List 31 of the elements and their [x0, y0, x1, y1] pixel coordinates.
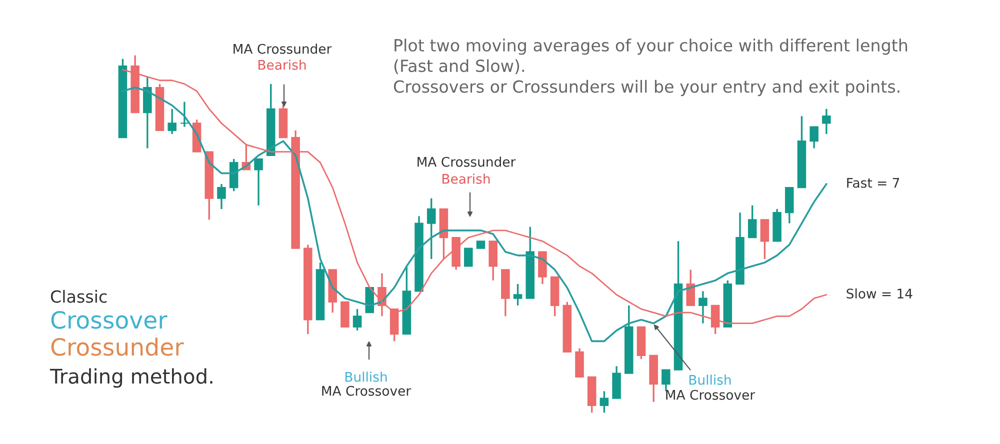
- candlestick: [254, 158, 263, 206]
- annotation: Bullish: [345, 372, 387, 382]
- candlestick: [464, 248, 473, 267]
- candlestick: [180, 100, 189, 128]
- series-label: Fast = 7: [847, 178, 900, 188]
- annotation: MA Crossover: [322, 386, 412, 396]
- series-label: Slow = 14: [846, 288, 912, 299]
- annotation: Crossover: [51, 310, 168, 329]
- annotation: Bullish: [689, 374, 731, 385]
- candlestick: [217, 183, 226, 210]
- annotation: MA Crossunder: [418, 156, 516, 167]
- annotation: Crossovers or Crossunders will be your entry and exit points.: [394, 80, 900, 96]
- annotation: Plot two moving averages of your choice with different length (Fast and Slow).: [394, 38, 908, 74]
- text: Classic: [50, 290, 107, 303]
- annotation: Trading method.: [50, 368, 212, 388]
- candlestick: [686, 268, 695, 306]
- candlestick: [168, 108, 176, 135]
- candlestick: [810, 126, 818, 150]
- annotation: MA Crossover: [666, 390, 756, 400]
- annotation: Bearish: [258, 60, 306, 70]
- candlestick: [698, 290, 708, 324]
- candlestick: [352, 308, 362, 332]
- candlestick: [513, 283, 522, 306]
- text: MA Crossunder: [234, 44, 332, 54]
- candlestick: [600, 390, 609, 414]
- candlestick: [426, 197, 436, 260]
- candlestick: [748, 204, 757, 238]
- candlestick: [760, 218, 770, 260]
- annotation: Crossunder: [51, 338, 184, 356]
- candlestick: [822, 108, 831, 135]
- annotation: Bearish: [442, 174, 490, 184]
